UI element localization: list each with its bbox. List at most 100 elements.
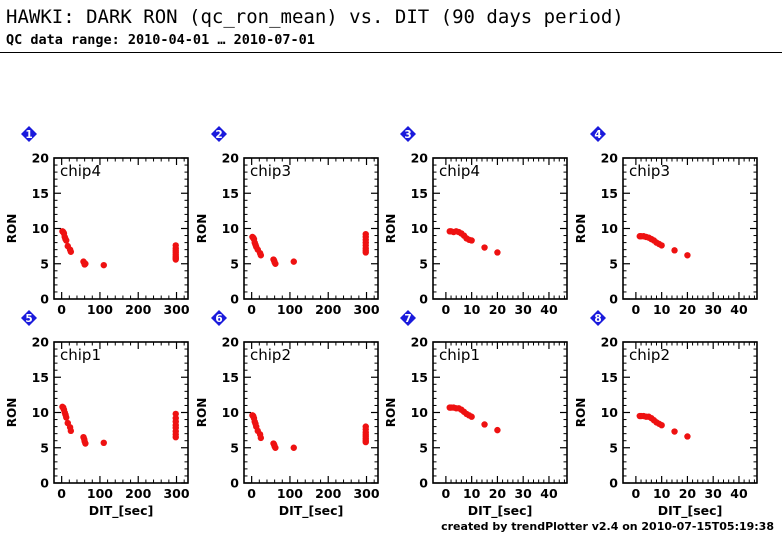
x-tick-label: 300 [353,302,379,317]
chip-label: chip2 [250,346,291,364]
x-tick-label: 0 [442,486,451,501]
panel-number: 4 [594,129,601,141]
x-tick-label: 300 [163,486,189,501]
chart-panel-3: 0 5 10 15 20 0 10 20 30 40 chip4 RON 3 [384,126,568,317]
x-tick-label: 100 [87,486,113,501]
data-point [671,247,678,254]
y-tick-label: 5 [40,440,49,455]
y-axis-label: RON [384,214,398,243]
panel-number: 3 [404,129,411,141]
data-point [362,438,369,446]
panel-number-badge [400,310,416,326]
data-point [290,444,297,451]
data-point [468,413,475,420]
y-tick-label: 20 [411,335,429,350]
panel-number: 5 [25,313,32,325]
y-axis-label: RON [5,214,19,243]
y-tick-label: 10 [601,221,619,236]
chart-panel-7: 0 5 10 15 20 0 10 20 30 40 chip1 RON DIT_[sec] 7 [384,310,568,519]
data-point [481,421,488,428]
y-axis-label: RON [384,398,398,427]
x-tick-label: 40 [730,486,748,501]
y-tick-label: 5 [230,256,239,271]
chip-label: chip1 [60,346,101,364]
panel-number-badge [211,310,227,326]
data-point [362,249,369,256]
y-tick-label: 15 [601,186,618,201]
x-axis-label: DIT_[sec] [279,503,344,519]
y-tick-label: 0 [40,476,49,491]
chart-panel-4: 0 5 10 15 20 0 10 20 30 40 chip3 RON 4 [574,126,758,317]
panel-number-badge [21,310,37,326]
y-tick-label: 5 [40,256,49,271]
x-tick-label: 200 [125,302,151,317]
data-point [172,256,179,263]
data-point [257,434,265,442]
y-tick-label: 20 [601,335,619,350]
data-point [290,258,297,265]
y-tick-label: 20 [601,151,619,166]
x-tick-label: 30 [704,486,722,501]
x-tick-label: 0 [247,486,256,501]
x-tick-label: 20 [489,486,507,501]
page-subtitle: QC data range: 2010-04-01 … 2010-07-01 [6,32,315,48]
x-tick-label: 0 [442,302,451,317]
page-title: HAWKI: DARK RON (qc_ron_mean) vs. DIT (9… [6,6,624,28]
y-tick-label: 15 [411,186,428,201]
panel-number: 6 [215,313,222,325]
data-point [272,444,279,451]
data-point [494,426,501,434]
data-point [468,237,475,244]
data-point [481,244,488,251]
x-tick-label: 0 [632,302,641,317]
y-tick-label: 0 [609,292,618,307]
data-point [63,237,70,244]
data-point [658,421,665,429]
y-tick-label: 0 [40,292,49,307]
y-tick-label: 10 [222,405,240,420]
data-point [671,428,678,435]
y-tick-label: 0 [230,476,239,491]
y-tick-label: 0 [230,292,239,307]
footer-credit: created by trendPlotter v2.4 on 2010-07-… [441,520,774,533]
x-tick-label: 40 [540,302,558,317]
y-axis-label: RON [195,214,209,243]
y-tick-label: 10 [32,405,50,420]
y-tick-label: 10 [411,405,429,420]
y-tick-label: 15 [601,370,618,385]
x-axis-label: DIT_[sec] [658,503,723,519]
data-point [257,252,265,259]
y-tick-label: 5 [609,256,618,271]
x-tick-label: 20 [489,302,507,317]
x-tick-label: 0 [57,302,66,317]
x-tick-label: 20 [679,486,697,501]
x-tick-label: 10 [653,486,671,501]
y-tick-label: 0 [419,476,428,491]
chip-label: chip1 [439,346,480,364]
x-tick-label: 100 [87,302,113,317]
x-axis-label: DIT_[sec] [89,503,154,519]
y-axis-label: RON [574,398,588,427]
data-point [67,248,75,255]
y-tick-label: 20 [32,335,50,350]
y-tick-label: 5 [419,440,428,455]
y-tick-label: 5 [609,440,618,455]
y-tick-label: 15 [32,370,49,385]
panel-number: 7 [404,313,411,325]
x-tick-label: 200 [315,302,341,317]
x-tick-label: 30 [704,302,722,317]
x-tick-label: 0 [57,486,66,501]
x-axis-label: DIT_[sec] [468,503,533,519]
header-divider [0,52,782,53]
x-tick-label: 300 [353,486,379,501]
x-tick-label: 200 [125,486,151,501]
x-tick-label: 30 [514,302,532,317]
y-axis-label: RON [195,398,209,427]
chip-label: chip4 [439,162,480,180]
y-tick-label: 20 [222,151,240,166]
data-point [272,260,279,267]
y-tick-label: 0 [609,476,618,491]
x-tick-label: 10 [653,302,671,317]
